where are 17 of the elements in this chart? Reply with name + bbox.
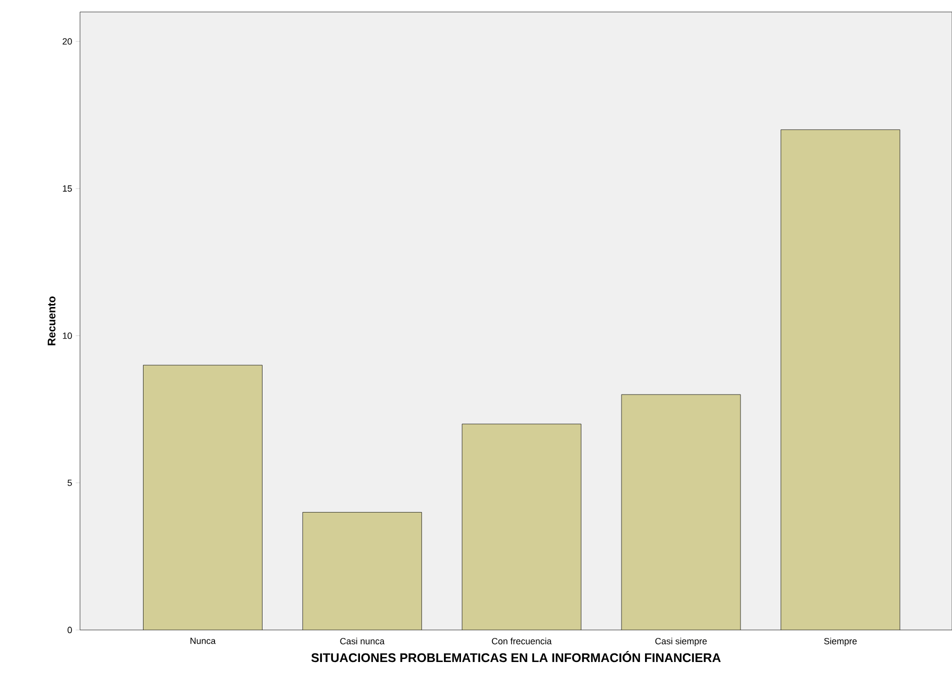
x-tick-label: Nunca — [190, 638, 216, 644]
bar — [302, 512, 422, 630]
y-tick-label: 0 — [68, 626, 72, 634]
bar — [621, 394, 741, 630]
y-tick-label: 10 — [62, 332, 72, 339]
bar — [143, 364, 262, 630]
y-tick-label: 20 — [62, 38, 72, 45]
x-tick-label: Casi nunca — [340, 638, 385, 644]
x-tick-label: Siempre — [824, 638, 857, 646]
y-tick-label: 5 — [68, 480, 72, 486]
x-tick-label: Casi siempre — [655, 638, 707, 646]
y-tick-label: 15 — [62, 185, 72, 192]
x-tick-label: Con frecuencia — [492, 638, 552, 644]
bar — [462, 424, 582, 630]
y-axis-title: Recuento — [48, 296, 56, 346]
bar — [780, 130, 900, 630]
x-axis-title: SITUACIONES PROBLEMATICAS EN LA INFORMACIÓN FINANCIERA — [311, 650, 721, 662]
